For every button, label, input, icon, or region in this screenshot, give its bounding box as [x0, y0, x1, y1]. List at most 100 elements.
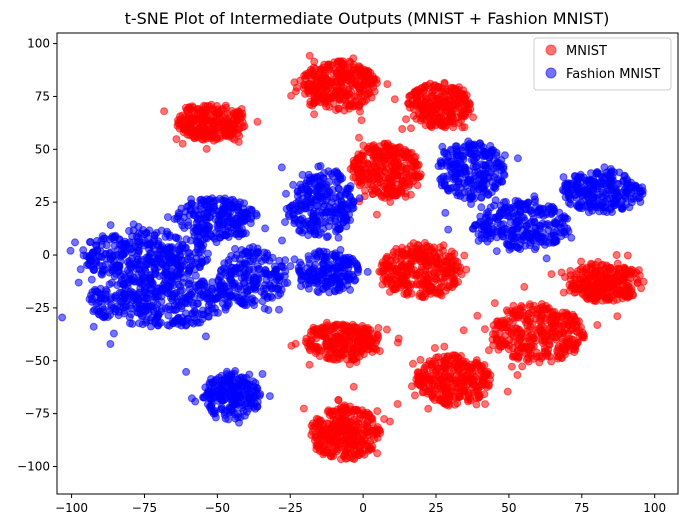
data-point [323, 280, 331, 289]
data-point [252, 248, 261, 257]
data-point [165, 233, 174, 241]
data-point [602, 275, 611, 284]
data-point [333, 177, 342, 186]
data-point [341, 215, 349, 224]
data-point [143, 254, 152, 263]
data-point [342, 92, 351, 101]
data-point [445, 392, 454, 401]
data-point [390, 95, 399, 104]
data-point [441, 257, 450, 266]
data-point [610, 276, 619, 285]
data-point [340, 264, 349, 273]
data-point [464, 397, 472, 406]
data-point [120, 289, 129, 298]
data-point [404, 260, 413, 269]
data-point [119, 250, 128, 259]
data-point [473, 359, 482, 367]
data-point [227, 251, 236, 260]
data-point [382, 189, 391, 198]
data-point [205, 387, 214, 395]
data-point [430, 344, 439, 352]
data-point [349, 454, 357, 463]
data-point [373, 407, 382, 416]
data-point [348, 330, 357, 339]
data-point [329, 99, 338, 108]
data-point [231, 400, 240, 409]
data-point [298, 170, 307, 179]
data-point [637, 284, 646, 293]
data-point [288, 201, 297, 210]
data-point [560, 325, 569, 334]
data-point [265, 280, 274, 289]
data-point [547, 357, 556, 366]
data-point [435, 112, 444, 121]
data-point [399, 271, 407, 280]
data-point [351, 275, 360, 284]
data-point [307, 209, 316, 218]
data-point [395, 185, 404, 194]
data-point [314, 270, 322, 279]
data-point [409, 174, 418, 183]
data-point [338, 57, 347, 66]
data-point [305, 340, 314, 348]
data-point [450, 363, 459, 372]
data-point [372, 210, 381, 219]
data-point [500, 320, 509, 329]
data-point [330, 168, 339, 177]
data-point [245, 393, 254, 402]
data-point [335, 63, 344, 72]
data-point [590, 273, 599, 281]
data-point [180, 224, 189, 232]
data-point [457, 370, 466, 379]
data-point [385, 264, 394, 272]
data-point [183, 130, 192, 139]
data-point [182, 294, 191, 302]
data-point [542, 316, 550, 324]
data-point [95, 252, 104, 261]
data-point [547, 270, 556, 279]
points-layer [58, 51, 648, 464]
data-point [258, 370, 267, 378]
data-point [261, 266, 270, 275]
data-point [275, 305, 283, 314]
data-point [596, 279, 605, 288]
data-point [304, 252, 313, 261]
data-point [207, 118, 216, 127]
data-point [460, 94, 469, 102]
data-point [365, 410, 374, 419]
data-point [307, 431, 316, 439]
data-point [165, 305, 174, 314]
data-point [132, 252, 141, 261]
data-point [212, 126, 221, 135]
data-point [543, 348, 552, 357]
data-point [189, 293, 198, 302]
data-point [409, 104, 418, 113]
data-point [535, 352, 544, 361]
data-point [265, 392, 274, 401]
data-point [503, 387, 512, 396]
data-point [613, 290, 622, 299]
data-point [472, 400, 481, 409]
data-point [234, 386, 243, 395]
data-point [335, 440, 344, 449]
data-point [114, 311, 123, 320]
data-point [313, 172, 322, 181]
data-point [305, 360, 314, 369]
data-point [432, 353, 441, 362]
data-point [369, 190, 377, 198]
data-point [154, 310, 163, 319]
data-point [350, 257, 359, 266]
data-point [278, 236, 286, 245]
data-point [174, 261, 183, 270]
data-point [219, 117, 228, 126]
data-point [331, 287, 340, 296]
data-point [194, 280, 203, 289]
data-point [128, 276, 136, 285]
data-point [93, 236, 101, 245]
data-point [330, 349, 339, 357]
data-point [398, 248, 407, 257]
data-point [85, 238, 94, 247]
data-point [306, 331, 315, 340]
data-point [366, 68, 375, 77]
data-point [402, 115, 410, 124]
